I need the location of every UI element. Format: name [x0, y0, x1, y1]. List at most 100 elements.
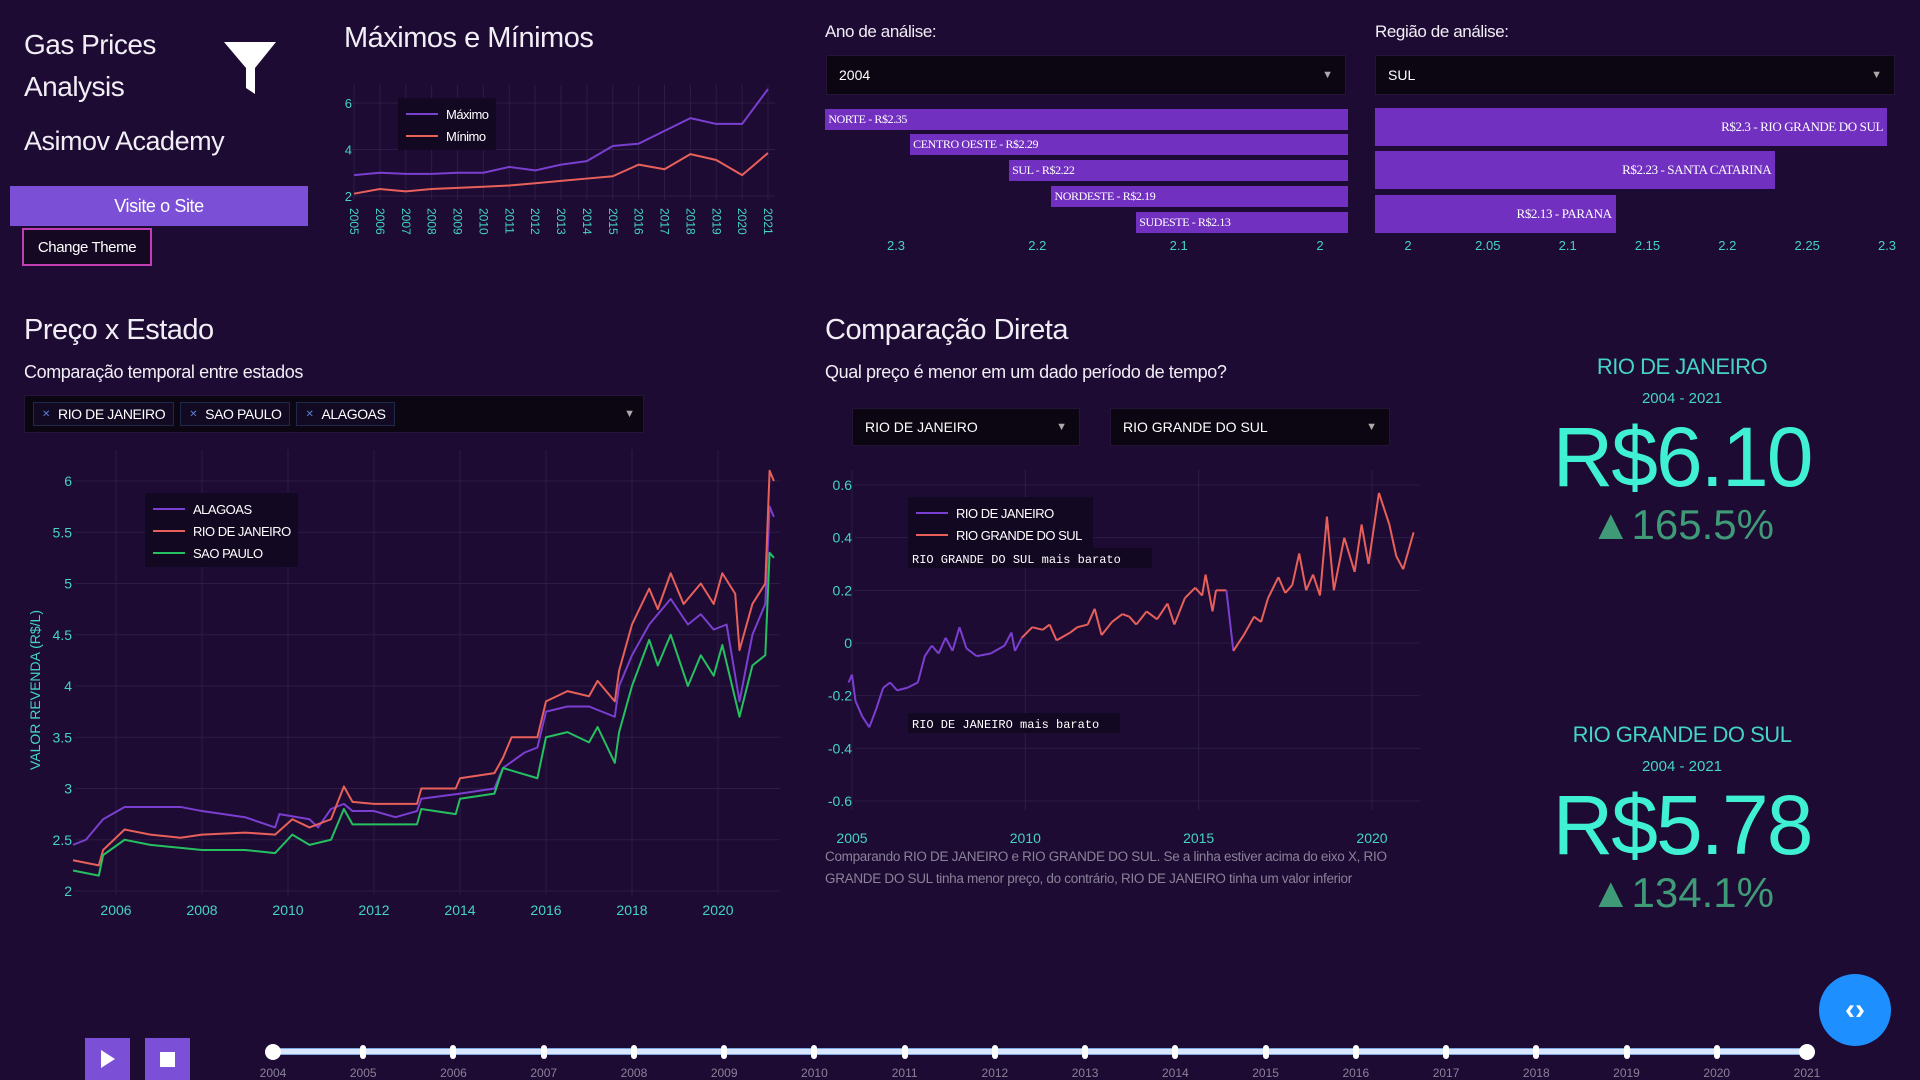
diff-segment [896, 686, 908, 692]
diff-segment [1166, 603, 1176, 625]
diff-segment [1260, 597, 1269, 623]
remove-icon[interactable]: ✕ [305, 408, 314, 420]
stop-button[interactable] [145, 1038, 190, 1080]
slider-year-label[interactable]: 2018 [1522, 1066, 1550, 1080]
slider-mark[interactable] [901, 1045, 908, 1059]
diff-segment [1305, 574, 1314, 591]
state-bar[interactable]: R$2.3 - RIO GRANDE DO SUL [1375, 108, 1887, 146]
x-tick-label: 2018 [683, 208, 697, 235]
slider-year-label[interactable]: 2005 [349, 1066, 377, 1080]
slider-mark[interactable] [1443, 1045, 1450, 1059]
state-chip[interactable]: ✕ RIO DE JANEIRO [33, 402, 175, 426]
series-minimo [353, 152, 769, 195]
state2-dropdown[interactable]: RIO GRANDE DO SUL ▼ [1110, 408, 1390, 446]
year-filter-label: Ano de análise: [825, 22, 937, 41]
region-bar[interactable]: NORDESTE - R$2.19 [1051, 186, 1348, 207]
slider-year-label[interactable]: 2004 [259, 1066, 287, 1080]
change-theme-button[interactable]: Change Theme [22, 228, 152, 266]
app-title: Gas Prices Analysis [24, 24, 156, 108]
slider-mark[interactable] [450, 1045, 457, 1059]
chevron-down-icon: ▼ [624, 408, 635, 420]
diff-segment [1086, 608, 1096, 625]
funnel-icon[interactable] [222, 40, 278, 96]
annotation-rj-cheaper: RIO DE JANEIRO mais barato [912, 718, 1099, 732]
region-bar[interactable]: SUDESTE - R$2.13 [1136, 212, 1348, 233]
x-tick-label: 2012 [358, 902, 389, 918]
slider-year-label[interactable]: 2016 [1342, 1066, 1370, 1080]
diff-segment [875, 687, 885, 710]
slider-mark[interactable] [721, 1045, 728, 1059]
slider-year-label[interactable]: 2008 [620, 1066, 648, 1080]
slider-year-label[interactable]: 2007 [530, 1066, 558, 1080]
slider-year-label[interactable]: 2011 [891, 1066, 918, 1080]
chevron-down-icon: ▼ [1871, 69, 1882, 81]
x-tick-label: 2020 [702, 902, 733, 918]
state-chip[interactable]: ✕ ALAGOAS [296, 402, 395, 426]
diff-segment [1093, 608, 1103, 636]
x-tick-label: 2.2 [1718, 238, 1737, 253]
year-slider-track[interactable] [273, 1048, 1807, 1055]
diff-segment [1395, 555, 1405, 570]
slider-year-label[interactable]: 2020 [1703, 1066, 1731, 1080]
play-button[interactable] [85, 1038, 130, 1080]
state-chip[interactable]: ✕ SAO PAULO [180, 402, 291, 426]
region-bar[interactable]: CENTRO OESTE - R$2.29 [910, 134, 1348, 155]
diff-segment [1173, 597, 1186, 625]
slider-year-label[interactable]: 2021 [1793, 1066, 1821, 1080]
y-tick-label: -0.4 [828, 740, 852, 756]
slider-mark[interactable] [811, 1045, 818, 1059]
slider-mark[interactable] [1262, 1045, 1269, 1059]
slider-mark[interactable] [630, 1045, 637, 1059]
slider-mark[interactable] [991, 1045, 998, 1059]
remove-icon[interactable]: ✕ [42, 408, 50, 420]
stat-change: ▲134.1% [1589, 869, 1775, 916]
slider-mark[interactable] [1172, 1045, 1179, 1059]
region-bar[interactable]: NORTE - R$2.35 [825, 109, 1348, 130]
remove-icon[interactable]: ✕ [189, 408, 198, 420]
slider-year-label[interactable]: 2013 [1071, 1066, 1099, 1080]
slider-mark[interactable] [1623, 1045, 1630, 1059]
slider-mark[interactable] [360, 1045, 367, 1059]
slider-handle[interactable] [1799, 1044, 1815, 1060]
diff-segment [1360, 524, 1370, 565]
y-tick-label: 4 [345, 143, 352, 158]
legend-label: ALAGOAS [193, 502, 252, 517]
series-sao-paulo [72, 551, 775, 877]
slider-year-label[interactable]: 2017 [1432, 1066, 1460, 1080]
region-dropdown[interactable]: SUL ▼ [1375, 55, 1895, 95]
slider-year-label[interactable]: 2009 [710, 1066, 738, 1080]
code-icon[interactable]: ‹› [1819, 974, 1891, 1046]
slider-year-label[interactable]: 2006 [440, 1066, 467, 1080]
visit-site-button[interactable]: Visite o Site [10, 186, 308, 226]
x-tick-label: 2014 [444, 902, 475, 918]
y-tick-label: 3 [64, 781, 72, 797]
slider-mark[interactable] [1082, 1045, 1089, 1059]
slider-year-label[interactable]: 2010 [801, 1066, 828, 1080]
slider-mark[interactable] [540, 1045, 547, 1059]
chip-label: ALAGOAS [321, 406, 386, 422]
chevron-down-icon: ▼ [1056, 421, 1067, 433]
slider-year-label[interactable]: 2014 [1161, 1066, 1189, 1080]
slider-mark[interactable] [1352, 1045, 1359, 1059]
app-title-line1: Gas Prices [24, 29, 156, 60]
diff-segment [1156, 602, 1169, 620]
stat-state: RIO GRANDE DO SUL [1572, 722, 1792, 747]
year-dropdown[interactable]: 2004 ▼ [826, 55, 1346, 95]
state-bar[interactable]: R$2.13 - PARANA [1375, 195, 1616, 233]
states-multiselect[interactable]: ✕ RIO DE JANEIRO ✕ SAO PAULO ✕ ALAGOAS ▼ [24, 395, 644, 433]
x-tick-label: 2014 [580, 208, 594, 235]
slider-mark[interactable] [1713, 1045, 1720, 1059]
slider-year-label[interactable]: 2012 [981, 1066, 1009, 1080]
y-tick-label: 0.2 [833, 582, 853, 598]
slider-year-label[interactable]: 2019 [1613, 1066, 1640, 1080]
region-dropdown-value: SUL [1388, 67, 1416, 83]
state-bar[interactable]: R$2.23 - SANTA CATARINA [1375, 151, 1776, 189]
diff-segment [1122, 613, 1130, 618]
slider-mark[interactable] [1533, 1045, 1540, 1059]
slider-handle[interactable] [265, 1044, 281, 1060]
x-tick-label: 2005 [347, 208, 361, 235]
state2-value: RIO GRANDE DO SUL [1123, 419, 1268, 435]
slider-year-label[interactable]: 2015 [1252, 1066, 1279, 1080]
state1-dropdown[interactable]: RIO DE JANEIRO ▼ [852, 408, 1080, 446]
region-bar[interactable]: SUL - R$2.22 [1009, 160, 1348, 181]
